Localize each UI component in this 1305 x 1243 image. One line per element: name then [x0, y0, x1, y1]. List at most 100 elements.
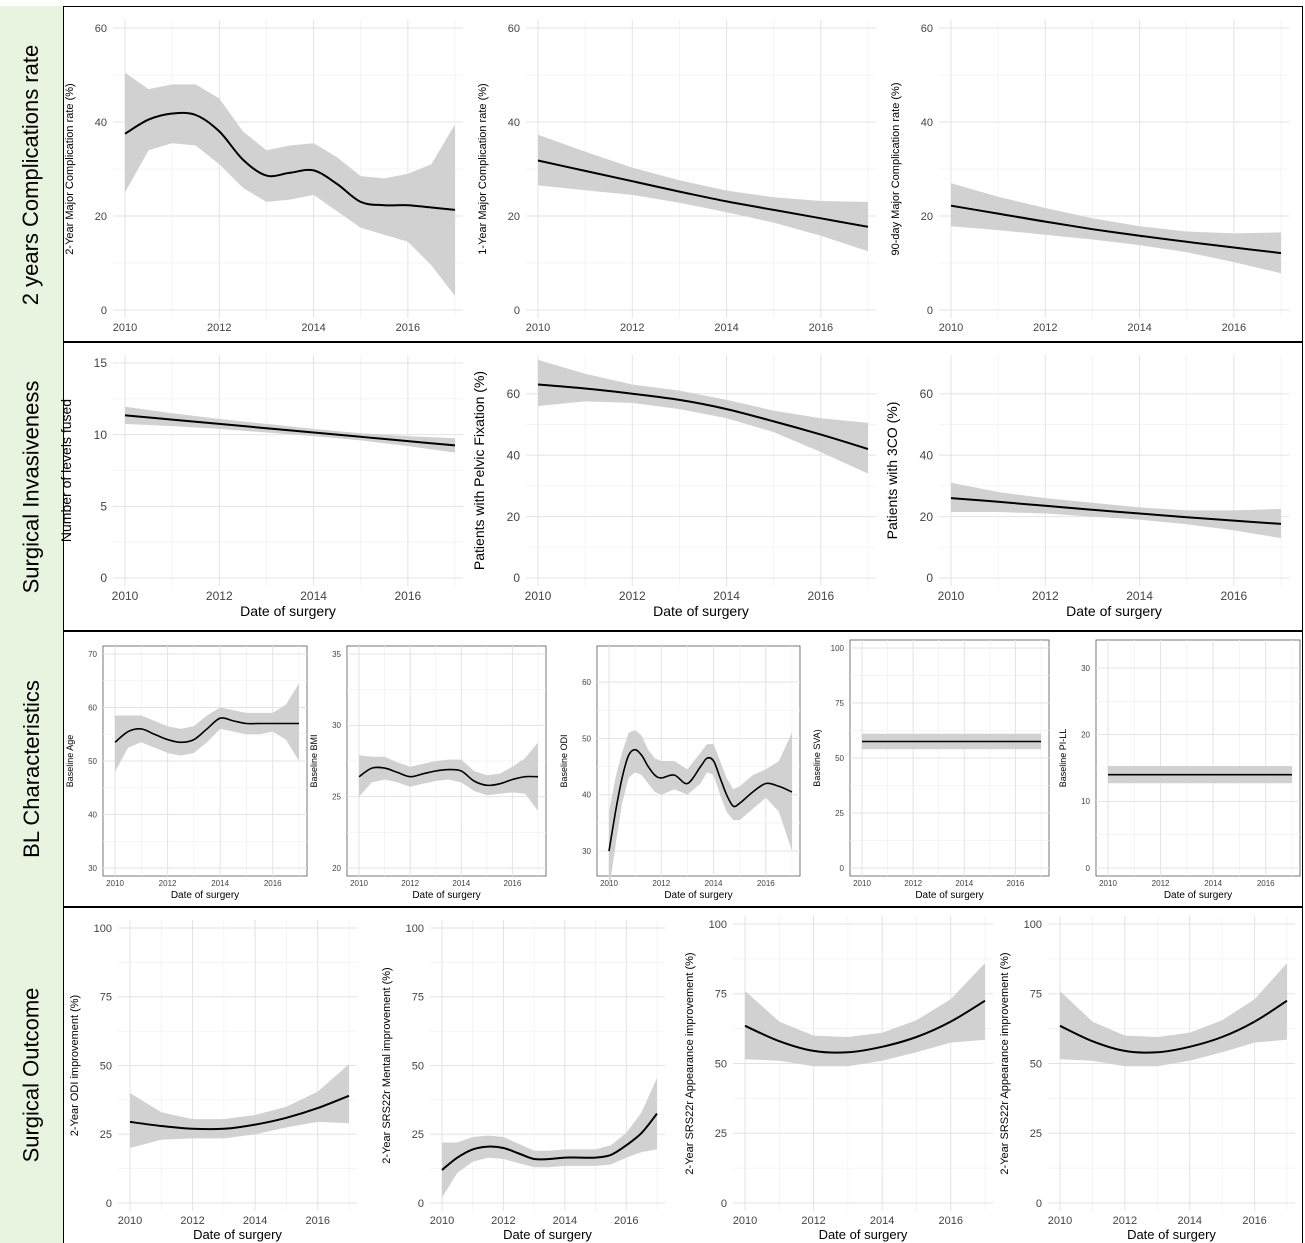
- x-tick-label: 2014: [452, 879, 470, 888]
- x-tick-label: 2010: [525, 589, 552, 603]
- y-tick-label: 30: [582, 847, 591, 856]
- y-tick-label: 50: [100, 1060, 112, 1072]
- fitted-line: [441, 1112, 658, 1171]
- x-tick-label: 2010: [733, 1215, 757, 1227]
- chart-4: 2010 2012 2014 2016 0 5 10 15 Number of levels f…: [58, 355, 463, 619]
- y-tick-label: 40: [582, 791, 591, 800]
- confidence-band: [359, 742, 538, 811]
- y-axis-label: 2-Year ODI improvement (%): [69, 995, 81, 1136]
- y-tick-label: 60: [88, 703, 97, 712]
- chart-12: 2010 2012 2014 2016 0 25 50 75 100 2-Year ODI imp…: [69, 920, 357, 1242]
- y-tick-label: 10: [1081, 797, 1090, 806]
- x-tick-label: 2016: [1242, 1215, 1266, 1227]
- confidence-band: [609, 730, 792, 891]
- chart-14: 2010 2012 2014 2016 0 25 50 75 100 2-Year SRS22r …: [684, 916, 993, 1242]
- x-tick-label: 2012: [801, 1215, 825, 1227]
- y-tick-label: 15: [94, 356, 108, 370]
- confidence-band: [1060, 963, 1287, 1067]
- x-tick-label: 2012: [401, 879, 419, 888]
- x-axis-label: Date of surgery: [664, 890, 732, 901]
- x-axis-label: Date of surgery: [819, 1227, 908, 1242]
- x-tick-label: 2012: [652, 879, 670, 888]
- fitted-line: [537, 383, 869, 450]
- x-tick-label: 2016: [1221, 589, 1248, 603]
- y-tick-label: 20: [507, 510, 521, 524]
- y-tick-label: 75: [835, 699, 844, 708]
- y-axis-label: Patients with Pelvic Fixation (%): [471, 371, 487, 570]
- x-axis-label: Date of surgery: [1066, 603, 1162, 619]
- chart-13: 2010 2012 2014 2016 0 25 50 75 100 2-Year SRS22r …: [381, 920, 665, 1242]
- chart-11: 2010 2012 2014 2016 0 10 20 30 Baseline PI-LL Dat…: [1058, 639, 1301, 901]
- x-tick-label: 2016: [395, 589, 422, 603]
- y-axis-label: Baseline ODI: [559, 734, 569, 787]
- chart-7: 2010 2012 2014 2016 30 40 50 60 70 Baseline Age Da…: [65, 645, 308, 901]
- y-tick-label: 60: [582, 678, 591, 687]
- confidence-band: [951, 482, 1281, 539]
- fitted-line: [608, 748, 793, 852]
- y-tick-label: 50: [1030, 1058, 1042, 1070]
- chart-15: 2010 2012 2014 2016 0 25 50 75 100 2-Year SRS22r …: [999, 916, 1295, 1242]
- x-axis-label: Date of surgery: [412, 890, 480, 901]
- fitted-line: [129, 1094, 350, 1131]
- fitted-line: [358, 766, 539, 787]
- y-tick-label: 100: [831, 644, 845, 653]
- x-tick-label: 2014: [955, 879, 973, 888]
- y-tick-label: 60: [507, 387, 521, 401]
- x-tick-label: 2014: [243, 1215, 267, 1227]
- fitted-line: [950, 204, 1282, 255]
- confidence-band: [538, 134, 868, 252]
- x-tick-label: 2016: [808, 589, 835, 603]
- chart-3: 2010 2012 2014 2016 0 20 40 60 90-day Major Comp…: [890, 20, 1289, 334]
- chart-10: 2010 2012 2014 2016 0 25 50 75 100 Baseline SVA) D…: [812, 639, 1050, 901]
- x-tick-label: 2016: [757, 879, 775, 888]
- y-tick-label: 0: [100, 571, 107, 585]
- y-tick-label: 20: [920, 510, 934, 524]
- y-tick-label: 20: [921, 211, 933, 223]
- x-tick-label: 2016: [396, 322, 420, 334]
- y-axis-label: 2-Year SRS22r Mental improvement (%): [381, 967, 393, 1163]
- y-axis-label: 2-Year Major Complication rate (%): [64, 83, 76, 254]
- x-axis-label: Date of surgery: [1127, 1227, 1216, 1242]
- y-axis-label: 1-Year Major Complication rate (%): [477, 83, 489, 254]
- confidence-band: [745, 963, 985, 1067]
- x-tick-label: 2014: [553, 1215, 577, 1227]
- y-tick-label: 40: [920, 448, 934, 462]
- x-tick-label: 2010: [1048, 1215, 1072, 1227]
- fitted-line: [950, 497, 1282, 525]
- x-tick-label: 2016: [809, 322, 833, 334]
- y-tick-label: 10: [94, 428, 108, 442]
- y-tick-label: 30: [1081, 664, 1090, 673]
- x-axis-label: Date of surgery: [1164, 890, 1232, 901]
- y-tick-label: 0: [840, 864, 845, 873]
- x-tick-label: 2016: [264, 879, 282, 888]
- x-tick-label: 2012: [206, 589, 233, 603]
- y-tick-label: 75: [412, 992, 424, 1004]
- confidence-band: [442, 1077, 657, 1198]
- x-tick-label: 2014: [870, 1215, 894, 1227]
- x-tick-label: 2010: [113, 322, 137, 334]
- x-tick-label: 2016: [1222, 322, 1246, 334]
- y-axis-label: Baseline BMI: [309, 734, 319, 787]
- y-tick-label: 20: [95, 211, 107, 223]
- panel-border: [596, 645, 801, 877]
- y-axis-label: Baseline SVA): [812, 729, 822, 786]
- x-tick-label: 2010: [106, 879, 124, 888]
- y-tick-label: 35: [332, 650, 341, 659]
- y-tick-label: 0: [1086, 864, 1091, 873]
- y-tick-label: 50: [88, 757, 97, 766]
- fitted-line: [744, 999, 986, 1054]
- y-tick-label: 50: [582, 734, 591, 743]
- x-tick-label: 2016: [305, 1215, 329, 1227]
- y-tick-label: 0: [926, 571, 933, 585]
- x-tick-label: 2014: [714, 322, 738, 334]
- y-tick-label: 100: [406, 923, 424, 935]
- y-tick-label: 70: [88, 650, 97, 659]
- y-tick-label: 40: [507, 448, 521, 462]
- y-tick-label: 75: [1030, 989, 1042, 1001]
- y-axis-label: Baseline Age: [65, 735, 75, 788]
- x-tick-label: 2014: [713, 589, 740, 603]
- panel-border: [1095, 639, 1301, 877]
- y-tick-label: 30: [332, 721, 341, 730]
